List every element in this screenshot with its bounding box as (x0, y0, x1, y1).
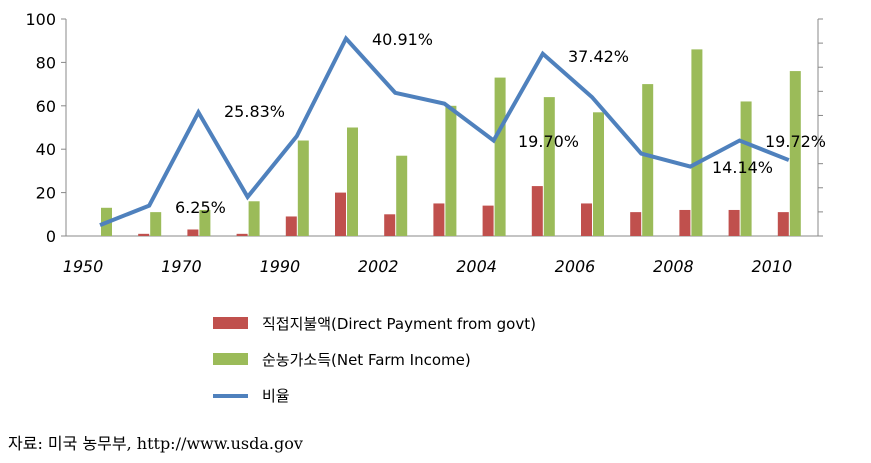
x-tick-label: 2010 (750, 257, 794, 276)
y-tick-label: 60 (36, 97, 56, 116)
bar (347, 127, 358, 236)
bar (150, 212, 162, 236)
bar (236, 233, 248, 236)
bar (335, 192, 346, 236)
bar (248, 201, 260, 236)
annotation: 25.83% (224, 102, 285, 121)
annotation: 37.42% (568, 47, 629, 66)
annotation: 40.91% (372, 30, 433, 49)
x-tick-label: 1970 (159, 257, 203, 276)
legend-label: 비율 (262, 387, 290, 405)
y-tick-label: 40 (36, 140, 56, 159)
annotation: 19.72% (765, 132, 826, 151)
x-tick-label: 2002 (356, 257, 400, 276)
bar (396, 155, 408, 236)
legend-label: 직접지불액(Direct Payment from govt) (262, 315, 536, 333)
bar (187, 229, 199, 236)
bar (679, 209, 691, 236)
source-note: 자료: 미국 농무부, http://www.usda.gov (8, 434, 303, 453)
x-tick-label: 2004 (455, 257, 499, 276)
annotation: 6.25% (175, 198, 226, 217)
bar (581, 203, 592, 236)
line (99, 35, 790, 228)
bar (199, 209, 211, 236)
x-tick-label: 2008 (651, 257, 695, 276)
y-tick-label: 100 (25, 10, 56, 29)
bar (433, 203, 445, 236)
bar (285, 216, 297, 236)
legend-label: 순농가소득(Net Farm Income) (262, 351, 471, 369)
x-tick-label: 2006 (553, 257, 597, 276)
annotation: 14.14% (712, 158, 773, 177)
bar (543, 97, 555, 237)
bar (138, 233, 150, 236)
bar (728, 209, 740, 236)
bar (642, 84, 654, 236)
y-tick-label: 80 (36, 53, 56, 72)
x-tick-label: 1990 (258, 257, 302, 276)
bar (691, 49, 703, 236)
bar (789, 71, 801, 236)
bar (777, 212, 789, 236)
y-tick-label: 20 (36, 184, 56, 203)
bar (593, 112, 604, 236)
bar (384, 214, 396, 236)
y-tick-label: 0 (46, 227, 56, 246)
legend-swatch (213, 317, 248, 329)
bar (482, 205, 494, 236)
bar (740, 101, 752, 237)
bar (531, 186, 543, 236)
bar (297, 140, 309, 236)
bar (630, 212, 642, 236)
bar (445, 105, 457, 236)
annotation: 19.70% (518, 132, 579, 151)
bar (494, 77, 506, 236)
x-tick-label: 1950 (61, 257, 105, 276)
legend-swatch (213, 353, 248, 365)
